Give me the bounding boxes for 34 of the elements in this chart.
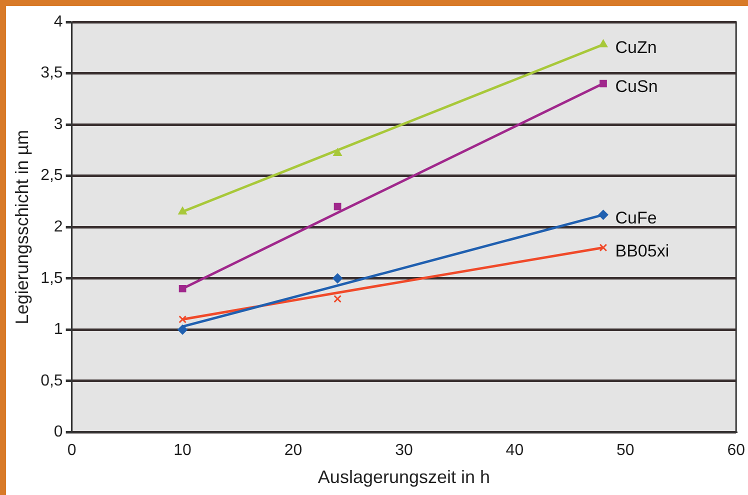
x-tick-label: 10 (174, 442, 192, 460)
x-tick-label: 0 (67, 442, 76, 460)
x-tick-label: 40 (506, 442, 524, 460)
y-tick-label: 1,5 (40, 270, 63, 287)
x-axis-title: Auslagerungszeit in h (318, 467, 490, 488)
point (600, 80, 607, 88)
x-tick-label: 60 (727, 442, 746, 460)
series-label: CuZn (615, 38, 657, 58)
x-tick-label: 20 (284, 442, 302, 460)
y-tick-label: 0 (54, 424, 63, 441)
y-tick-label: 0,5 (40, 372, 63, 390)
point (332, 273, 343, 284)
point (599, 244, 608, 252)
point (598, 210, 608, 220)
y-tick-label: 3,5 (40, 64, 63, 82)
y-tick-label: 1 (54, 321, 63, 338)
point (178, 206, 187, 214)
series-label: CuSn (615, 77, 658, 96)
y-tick-label: 3 (54, 116, 63, 133)
point (598, 40, 608, 48)
point (178, 324, 188, 335)
point (178, 284, 186, 292)
x-tick-label: 30 (395, 442, 413, 460)
point (333, 148, 342, 156)
series-label: BB05xi (615, 241, 670, 260)
point (334, 202, 342, 210)
y-tick-label: 4 (54, 13, 63, 30)
series-label: CuFe (615, 208, 657, 228)
y-axis-title: Legierungsschicht in µm (12, 130, 32, 324)
y-tick-label: 2 (54, 218, 63, 236)
y-tick-label: 2,5 (40, 167, 63, 184)
point (334, 294, 342, 303)
point (178, 315, 186, 324)
x-tick-label: 50 (616, 442, 634, 460)
